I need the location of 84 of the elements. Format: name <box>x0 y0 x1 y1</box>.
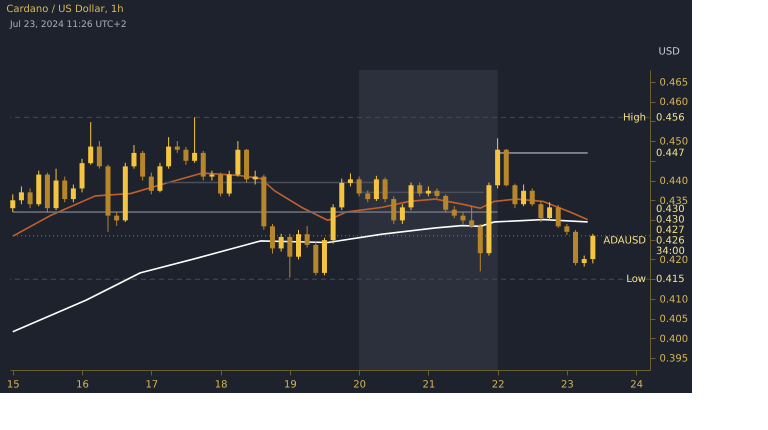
y-tick-label: 0.405 <box>660 314 688 326</box>
candlestick <box>382 176 388 203</box>
text: 0.456 <box>656 112 685 124</box>
candlestick <box>408 182 414 211</box>
y-tick-label: 0.410 <box>660 294 688 306</box>
candlestick <box>18 186 24 205</box>
chart-title: Cardano / US Dollar, 1h <box>6 4 124 15</box>
candlestick <box>296 229 301 260</box>
x-tick-label: 23 <box>561 380 574 390</box>
candlestick <box>374 175 379 202</box>
y-tick-label: 0.460 <box>660 97 688 108</box>
x-tick-label: 16 <box>76 380 89 390</box>
candlestick <box>174 140 180 154</box>
y-tick-label: 0.400 <box>660 334 688 345</box>
line-series <box>12 218 588 333</box>
candlestick <box>270 223 276 254</box>
ref-line-label: ADAUSD <box>603 235 646 246</box>
x-tick-label: 20 <box>353 380 366 390</box>
x-tick-label: 19 <box>284 380 297 390</box>
candlestick <box>183 146 188 166</box>
y-tick-label: 0.395 <box>660 354 688 365</box>
candlestick <box>460 212 466 224</box>
candlestick <box>590 233 596 264</box>
x-tick-label: 21 <box>422 380 436 390</box>
candlestick <box>434 188 440 199</box>
ref-line-label: Low <box>626 274 646 286</box>
y-tick-label: 0.450 <box>660 136 688 148</box>
candlestick <box>218 172 224 197</box>
text: Jul 23, 2024 11:26 UTC+2 <box>9 20 127 30</box>
candlestick <box>166 136 172 170</box>
candlestick <box>226 170 232 197</box>
x-tick-label: 24 <box>630 380 644 390</box>
x-tick-label: 18 <box>214 380 228 390</box>
text: 0.426 <box>656 235 685 246</box>
candlestick <box>512 183 518 209</box>
ref-line-label: High <box>623 112 646 124</box>
candlestick <box>192 116 198 164</box>
candlestick <box>200 150 206 182</box>
candlestick <box>96 140 102 170</box>
candlestick <box>356 176 362 197</box>
candlestick <box>131 144 136 170</box>
candlestick <box>252 170 258 185</box>
candlestick <box>209 170 214 182</box>
candlestick <box>28 188 33 209</box>
candlestick <box>140 150 146 182</box>
text: 34:00 <box>656 246 685 257</box>
candlestick <box>10 194 16 213</box>
candlestick <box>88 122 94 166</box>
candlestick <box>400 204 405 224</box>
candlestick <box>287 233 292 278</box>
y-tick-label: 0.465 <box>660 77 688 88</box>
x-tick-label: 17 <box>145 380 158 390</box>
text: 0.430 <box>656 204 685 215</box>
y-tick-label: 0.420 <box>660 254 688 266</box>
candlestick <box>521 184 526 207</box>
candlestick <box>348 172 353 187</box>
candlestick <box>556 204 561 228</box>
candlestick <box>547 202 552 220</box>
candlestick <box>443 194 448 213</box>
candlestick <box>62 176 68 203</box>
text: 0.415 <box>656 274 685 286</box>
y-tick-label: 0.440 <box>660 176 688 188</box>
candlestick <box>391 196 396 224</box>
candlestick <box>538 200 544 222</box>
candlestick <box>365 190 370 203</box>
candlestick <box>148 172 154 195</box>
candlestick <box>426 186 431 197</box>
candlestick <box>114 212 120 226</box>
text: 0.447 <box>656 148 685 159</box>
line-series <box>12 172 588 237</box>
y-axis-title: USD <box>658 46 680 58</box>
text: 0.430 <box>656 214 685 226</box>
candlestick <box>278 233 284 252</box>
x-tick-label: 15 <box>6 380 20 390</box>
candlestick <box>304 225 310 248</box>
candlestick <box>70 184 76 203</box>
candlestick <box>530 188 535 207</box>
candlestick <box>582 255 587 268</box>
candlestick <box>417 182 422 197</box>
candlestick <box>452 206 457 219</box>
x-tick-label: 22 <box>492 380 504 390</box>
candlestick <box>469 206 474 228</box>
candlestick <box>564 223 570 236</box>
text: 0.427 <box>656 224 685 236</box>
